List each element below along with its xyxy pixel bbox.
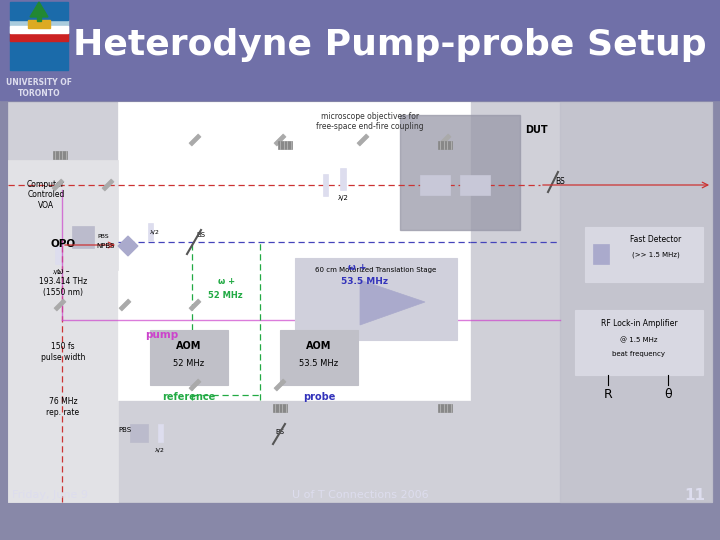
Bar — [400, 115, 520, 230]
Text: θ: θ — [664, 388, 672, 402]
Bar — [10, 32, 68, 42]
Bar — [148, 223, 153, 241]
Bar — [54, 299, 66, 311]
Bar — [420, 175, 450, 195]
Bar — [295, 258, 457, 340]
Bar — [53, 151, 67, 159]
Bar — [10, 21, 68, 32]
Text: ω +: ω + — [218, 278, 235, 287]
Text: 60 cm Motorized Translation Stage: 60 cm Motorized Translation Stage — [315, 267, 436, 273]
Text: @ 1.5 MHz: @ 1.5 MHz — [620, 337, 658, 343]
Text: λ/2: λ/2 — [150, 230, 160, 234]
Bar — [274, 379, 286, 391]
Text: R: R — [603, 388, 613, 402]
Text: Computer
Controled
VOA: Computer Controled VOA — [27, 180, 65, 210]
Text: probe: probe — [303, 392, 336, 402]
Text: BS: BS — [196, 232, 205, 238]
Text: ω –
193.414 THz
(1550 nm): ω – 193.414 THz (1550 nm) — [39, 267, 87, 297]
Polygon shape — [30, 2, 48, 17]
Text: UNIVERSITY OF
TORONTO: UNIVERSITY OF TORONTO — [6, 78, 72, 98]
Bar — [585, 227, 703, 282]
Bar — [52, 179, 64, 191]
Text: λ/2: λ/2 — [338, 195, 348, 201]
Text: U of T Connections 2006: U of T Connections 2006 — [292, 490, 428, 500]
Polygon shape — [118, 236, 138, 256]
Bar — [8, 222, 118, 502]
Bar — [10, 32, 68, 70]
Text: (>> 1.5 MHz): (>> 1.5 MHz) — [632, 252, 680, 258]
Text: RF Lock-in Amplifier: RF Lock-in Amplifier — [600, 320, 678, 328]
Text: beat frequency: beat frequency — [613, 351, 665, 357]
Text: ω +: ω + — [348, 262, 366, 272]
Bar — [102, 179, 114, 191]
Text: 53.5 MHz: 53.5 MHz — [300, 359, 338, 368]
Text: 52 MHz: 52 MHz — [208, 292, 243, 300]
Text: PBS: PBS — [118, 427, 131, 433]
Bar — [273, 404, 287, 412]
Text: Fast Detector: Fast Detector — [631, 234, 682, 244]
Bar — [460, 175, 490, 195]
Bar — [593, 244, 609, 264]
Bar — [10, 26, 68, 32]
Text: Heterodyne Pump-probe Setup: Heterodyne Pump-probe Setup — [73, 28, 707, 62]
Text: 150 fs
pulse width: 150 fs pulse width — [41, 342, 85, 362]
Text: Friday, June 9: Friday, June 9 — [12, 490, 88, 500]
Text: AOM: AOM — [306, 341, 332, 351]
Bar — [130, 424, 148, 442]
Text: 76 MHz
rep. rate: 76 MHz rep. rate — [46, 397, 80, 417]
Bar — [189, 134, 201, 146]
Bar — [340, 168, 346, 190]
Bar — [280, 330, 358, 385]
Bar — [37, 16, 41, 21]
Bar — [10, 2, 68, 21]
Text: OPO: OPO — [50, 239, 76, 249]
Bar — [438, 404, 452, 412]
Text: pump: pump — [145, 330, 179, 340]
Bar — [55, 246, 61, 264]
Text: AOM: AOM — [176, 341, 202, 351]
Bar — [323, 174, 328, 196]
Bar — [189, 299, 201, 311]
Text: microscope objectives for
free-space end-fire coupling: microscope objectives for free-space end… — [316, 112, 424, 131]
Bar — [150, 330, 228, 385]
Bar — [158, 424, 163, 442]
Text: λ/2: λ/2 — [53, 269, 61, 274]
Text: BS: BS — [276, 429, 284, 435]
Bar — [8, 102, 712, 502]
Text: BS: BS — [555, 178, 564, 186]
Bar — [189, 379, 201, 391]
Bar — [118, 102, 470, 400]
Text: λ/2: λ/2 — [155, 448, 165, 453]
Bar — [8, 160, 118, 270]
Text: 53.5 MHz: 53.5 MHz — [341, 278, 388, 287]
Bar — [438, 141, 452, 149]
Bar — [560, 102, 712, 502]
Text: DUT: DUT — [525, 125, 548, 135]
Bar — [28, 20, 50, 28]
Bar — [278, 141, 292, 149]
Bar — [72, 226, 94, 248]
Text: NPBS: NPBS — [96, 243, 115, 249]
Bar — [357, 134, 369, 146]
Polygon shape — [360, 280, 425, 325]
Bar — [439, 134, 451, 146]
Bar — [274, 134, 286, 146]
Text: PBS: PBS — [97, 234, 109, 240]
Bar — [0, 0, 720, 100]
Text: 11: 11 — [684, 488, 705, 503]
Text: reference: reference — [163, 392, 215, 402]
Bar — [119, 299, 131, 311]
Text: 52 MHz: 52 MHz — [174, 359, 204, 368]
Bar — [575, 310, 703, 375]
